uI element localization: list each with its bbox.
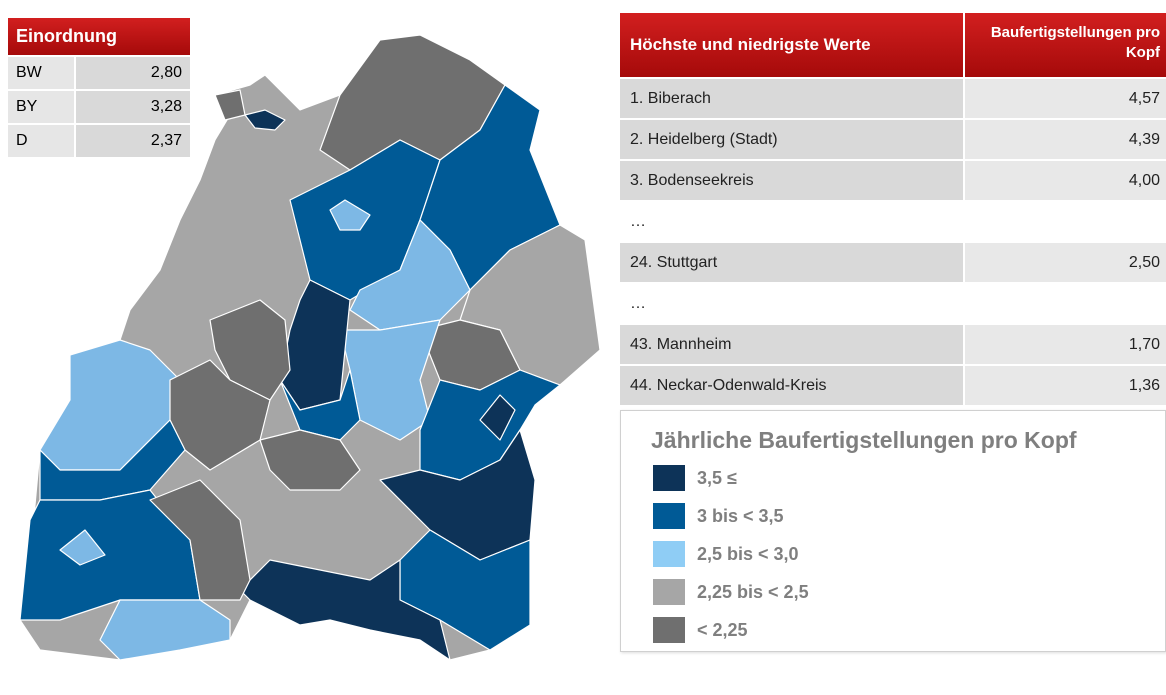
legend-swatch (653, 617, 685, 643)
ranking-value: 1,70 (965, 325, 1166, 364)
summary-value: 2,80 (76, 57, 190, 89)
ranking-name: 3. Bodenseekreis (620, 161, 963, 200)
ranking-value: 4,00 (965, 161, 1166, 200)
legend-label: 2,5 bis < 3,0 (697, 543, 799, 564)
summary-row: BY 3,28 (8, 91, 190, 123)
summary-value: 3,28 (76, 91, 190, 123)
ranking-row: 3. Bodenseekreis 4,00 (620, 161, 1166, 200)
ranking-name: … (620, 202, 1166, 241)
ranking-row: 43. Mannheim 1,70 (620, 325, 1166, 364)
legend-swatch (653, 541, 685, 567)
legend-item: < 2,25 (653, 615, 748, 645)
ranking-value: 4,57 (965, 79, 1166, 118)
legend-label: 3,5 ≤ (697, 467, 737, 488)
ranking-value: 1,36 (965, 366, 1166, 405)
legend-item: 3 bis < 3,5 (653, 501, 784, 531)
summary-value: 2,37 (76, 125, 190, 157)
ranking-row: 1. Biberach 4,57 (620, 79, 1166, 118)
ranking-name: 1. Biberach (620, 79, 963, 118)
summary-label: BY (8, 91, 74, 123)
legend-swatch (653, 503, 685, 529)
ranking-name: 2. Heidelberg (Stadt) (620, 120, 963, 159)
legend-swatch (653, 579, 685, 605)
ranking-header-name: Höchste und niedrigste Werte (630, 35, 871, 54)
ranking-row: 44. Neckar-Odenwald-Kreis 1,36 (620, 366, 1166, 405)
ranking-name: 24. Stuttgart (620, 243, 963, 282)
legend: Jährliche Baufertigstellungen pro Kopf 3… (620, 410, 1166, 652)
summary-title: Einordnung (8, 18, 190, 55)
summary-row: BW 2,80 (8, 57, 190, 89)
ranking-table: Höchste und niedrigste Werte Baufertigst… (620, 13, 1166, 405)
ranking-row: … (620, 202, 1166, 241)
ranking-header: Höchste und niedrigste Werte Baufertigst… (620, 13, 1166, 77)
summary-table: Einordnung BW 2,80 BY 3,28 D 2,37 (8, 18, 190, 157)
ranking-name: 43. Mannheim (620, 325, 963, 364)
legend-swatch (653, 465, 685, 491)
ranking-row: 2. Heidelberg (Stadt) 4,39 (620, 120, 1166, 159)
summary-label: BW (8, 57, 74, 89)
ranking-value: 2,50 (965, 243, 1166, 282)
map (19, 34, 601, 661)
legend-title: Jährliche Baufertigstellungen pro Kopf (651, 427, 1077, 453)
summary-row: D 2,37 (8, 125, 190, 157)
ranking-value: 4,39 (965, 120, 1166, 159)
ranking-row: … (620, 284, 1166, 323)
summary-label: D (8, 125, 74, 157)
ranking-name: … (620, 284, 1166, 323)
legend-label: 2,25 bis < 2,5 (697, 581, 809, 602)
legend-item: 3,5 ≤ (653, 463, 737, 493)
legend-label: < 2,25 (697, 619, 748, 640)
ranking-header-value: Baufertigstellungen pro Kopf (963, 13, 1166, 77)
legend-label: 3 bis < 3,5 (697, 505, 784, 526)
legend-item: 2,5 bis < 3,0 (653, 539, 799, 569)
ranking-name: 44. Neckar-Odenwald-Kreis (620, 366, 963, 405)
legend-item: 2,25 bis < 2,5 (653, 577, 809, 607)
ranking-row: 24. Stuttgart 2,50 (620, 243, 1166, 282)
